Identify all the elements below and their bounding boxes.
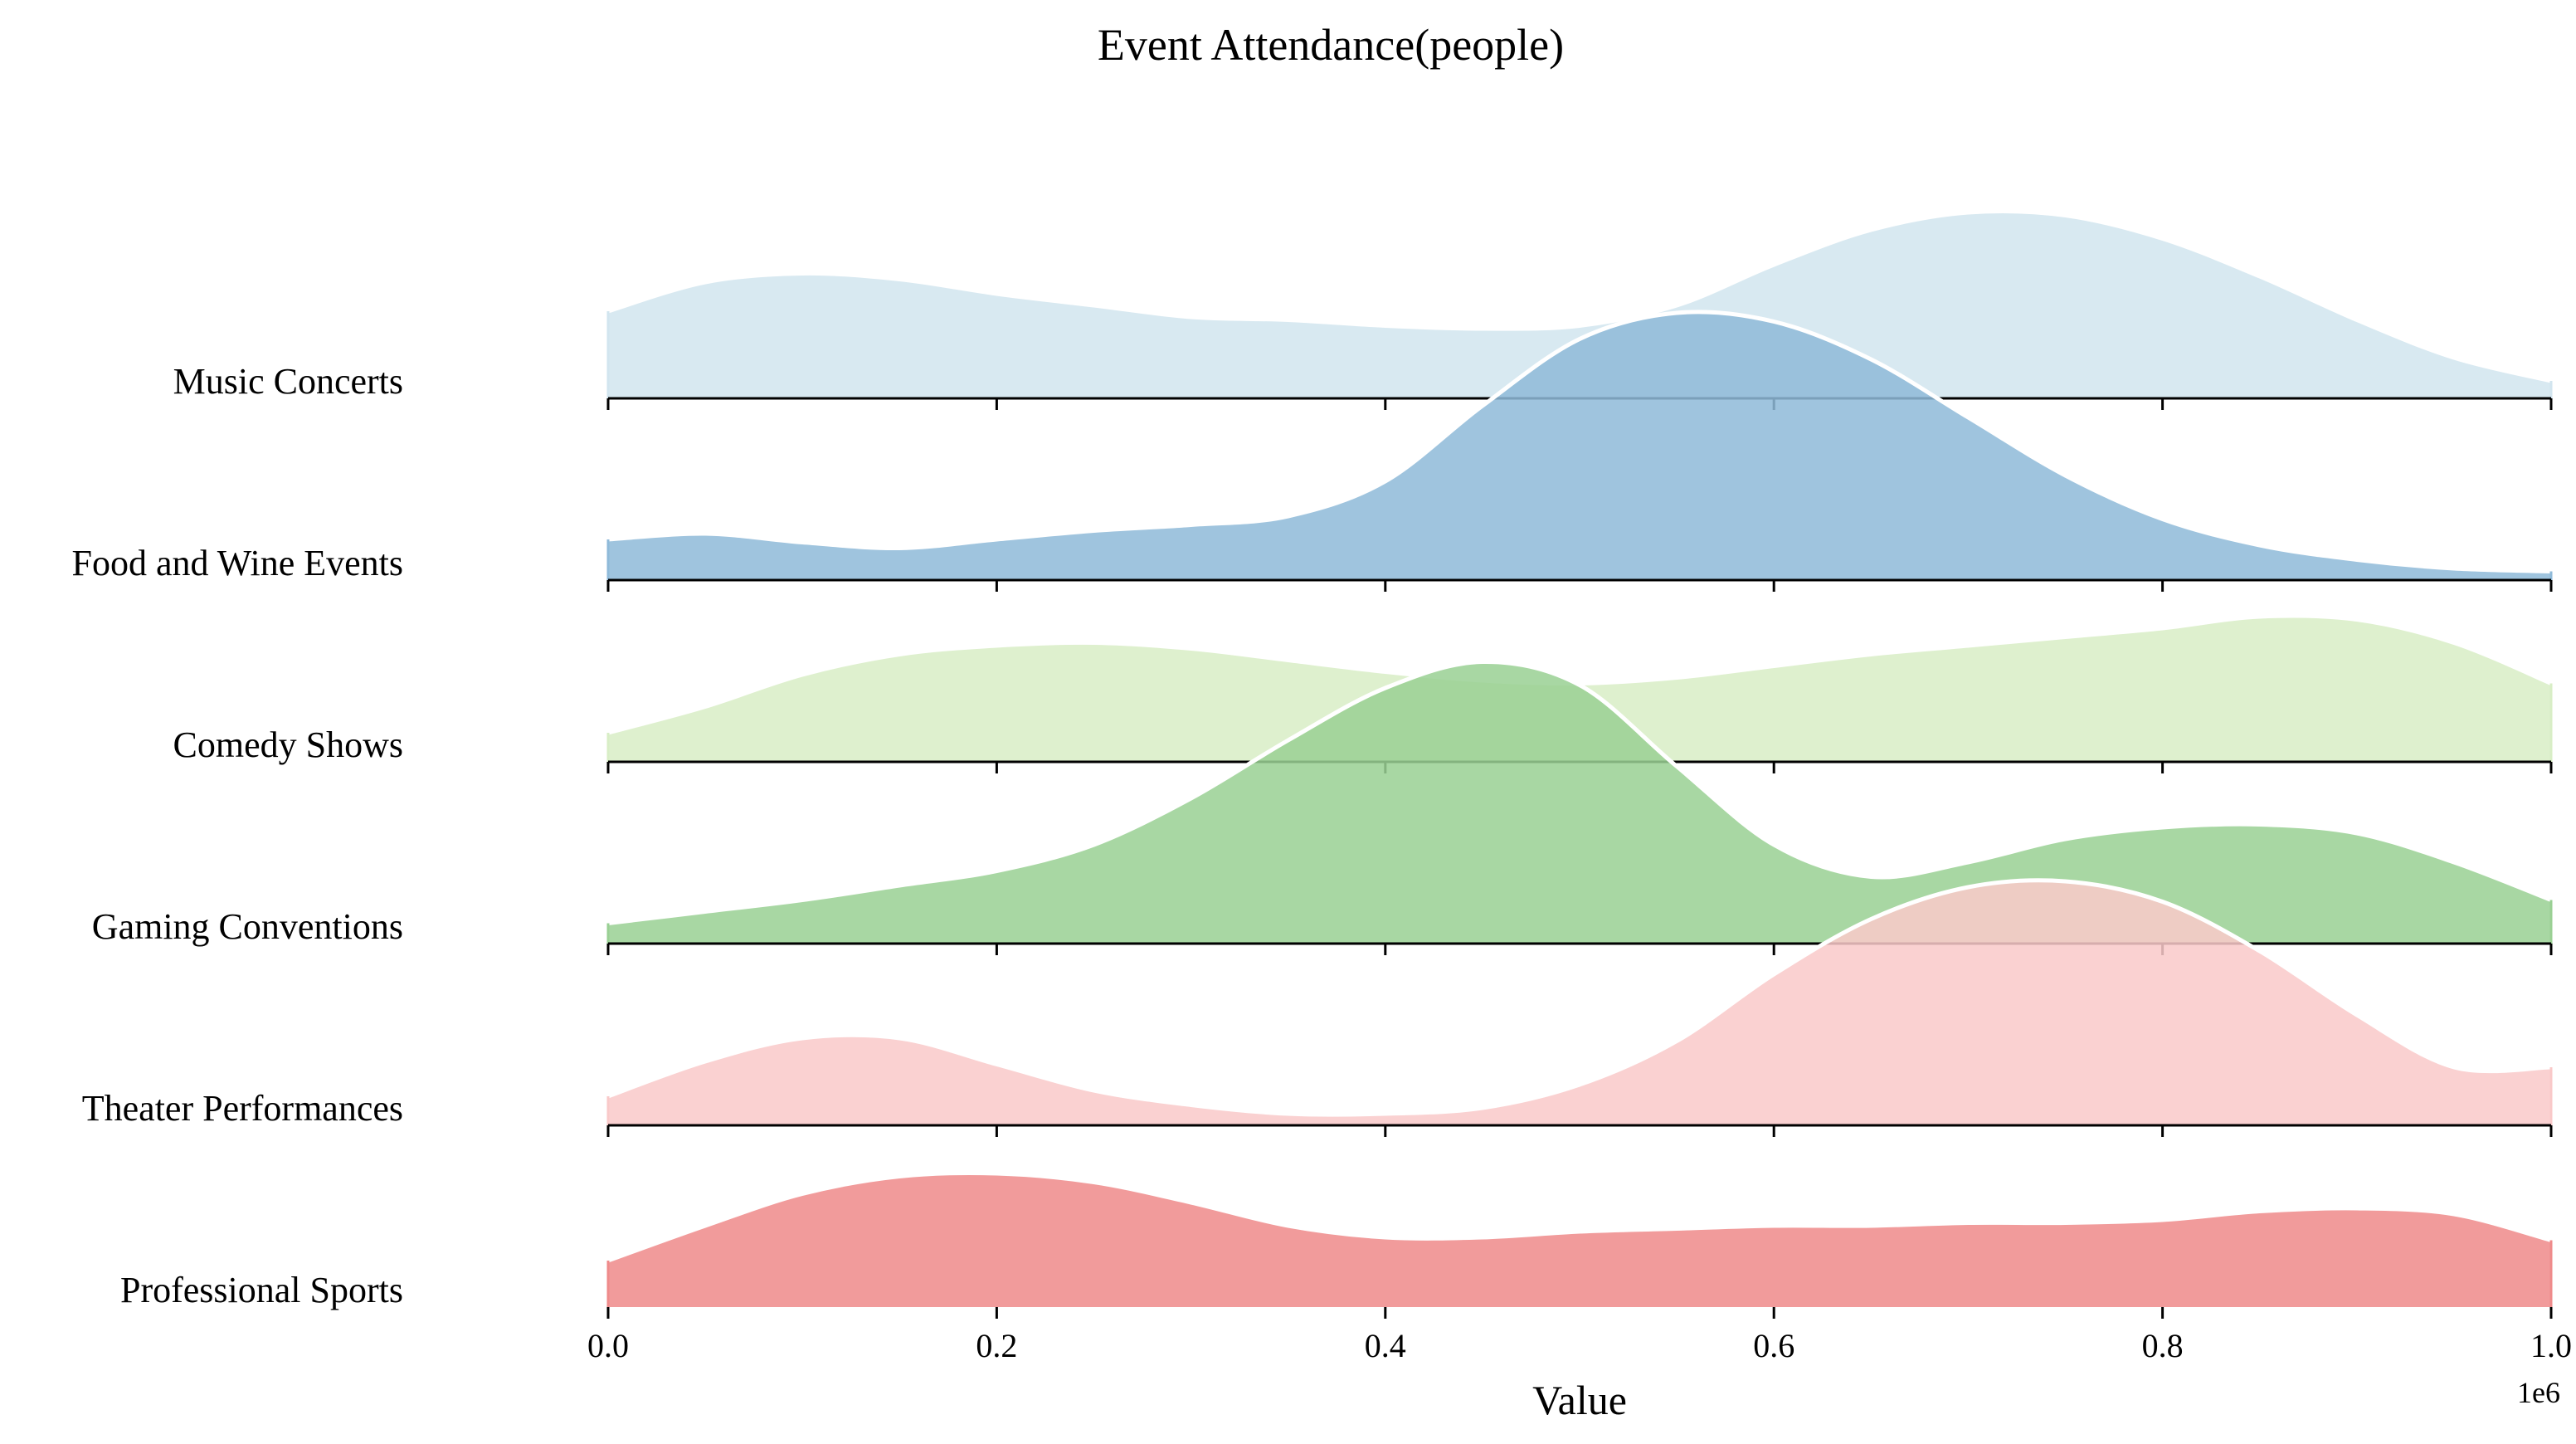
ridge-gaming-conventions: Gaming Conventions bbox=[92, 659, 2554, 955]
ridge-professional-sports: Professional Sports bbox=[120, 1170, 2554, 1310]
ridge-area-theater-performances bbox=[608, 880, 2551, 1125]
ridge-area-gaming-conventions bbox=[608, 661, 2551, 944]
x-axis-offset-label: 1e6 bbox=[2517, 1376, 2560, 1409]
chart-title: Event Attendance(people) bbox=[1098, 20, 1564, 70]
ridge-outline-music-concerts bbox=[606, 208, 2554, 383]
ridge-label-professional-sports: Professional Sports bbox=[120, 1270, 403, 1310]
ridge-label-theater-performances: Theater Performances bbox=[82, 1088, 403, 1129]
ridge-label-comedy-shows: Comedy Shows bbox=[173, 724, 403, 765]
ridge-area-food-and-wine-events bbox=[608, 311, 2551, 580]
ridge-label-music-concerts: Music Concerts bbox=[173, 361, 403, 402]
ridge-area-professional-sports bbox=[608, 1173, 2551, 1307]
x-axis-label: Value bbox=[1532, 1377, 1627, 1423]
ridge-outline-professional-sports bbox=[606, 1170, 2554, 1263]
ridge-theater-performances: Theater Performances bbox=[82, 878, 2554, 1137]
x-tick-label-4: 0.8 bbox=[2142, 1327, 2184, 1364]
ridge-label-food-and-wine-events: Food and Wine Events bbox=[72, 543, 403, 583]
x-tick-label-0: 0.0 bbox=[587, 1327, 629, 1364]
ridges-layer: Music Concerts Food and Wine Events Comedy… bbox=[72, 208, 2554, 1310]
ridge-outline-food-and-wine-events bbox=[606, 310, 2554, 573]
x-tick-label-2: 0.4 bbox=[1365, 1327, 1406, 1364]
ridge-label-gaming-conventions: Gaming Conventions bbox=[92, 906, 403, 947]
x-axis: 0.0 0.2 0.4 0.6 0.8 1.0 bbox=[587, 1307, 2572, 1364]
ridge-music-concerts: Music Concerts bbox=[173, 208, 2554, 410]
x-tick-label-1: 0.2 bbox=[976, 1327, 1017, 1364]
ridge-food-and-wine-events: Food and Wine Events bbox=[72, 310, 2554, 592]
ridge-area-music-concerts bbox=[608, 211, 2551, 398]
x-tick-label-5: 1.0 bbox=[2530, 1327, 2572, 1364]
x-tick-label-3: 0.6 bbox=[1753, 1327, 1794, 1364]
ridge-outline-theater-performances bbox=[606, 878, 2554, 1117]
ridge-outline-gaming-conventions bbox=[606, 659, 2554, 925]
